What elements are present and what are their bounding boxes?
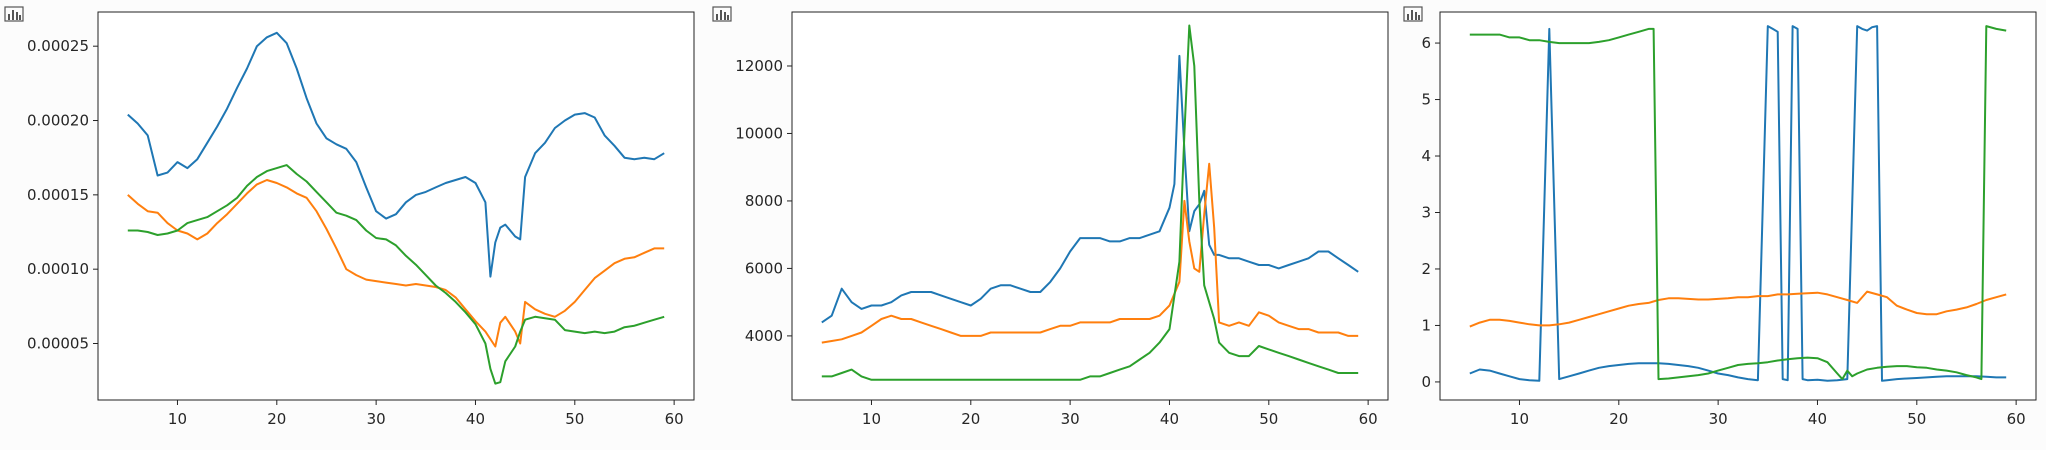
x-tick-label: 50 [1259,410,1278,428]
y-tick-label: 0.00015 [27,186,89,204]
y-tick-label: 8000 [745,192,783,210]
y-tick-label: 4 [1421,147,1431,165]
x-tick-label: 30 [1709,410,1728,428]
x-tick-label: 10 [1510,410,1529,428]
x-tick-label: 20 [1609,410,1628,428]
series-line-1 [821,54,1359,324]
x-tick-label: 50 [565,410,584,428]
y-tick-label: 5 [1421,91,1431,109]
x-tick-label: 10 [862,410,881,428]
plot-area [97,11,695,401]
y-tick-label: 12000 [735,57,783,75]
bar-chart-icon[interactable] [4,6,24,22]
series-line-1 [127,31,665,278]
series-line-1 [1469,25,2007,382]
x-tick-label: 20 [961,410,980,428]
y-tick-label: 6000 [745,259,783,277]
x-tick-label: 60 [1359,410,1378,428]
x-tick-label: 20 [267,410,286,428]
y-tick-label: 0.00025 [27,37,89,55]
x-tick-label: 30 [1061,410,1080,428]
bar-chart-icon[interactable] [1403,6,1423,22]
y-tick-label: 2 [1421,260,1431,278]
y-tick-label: 6 [1421,34,1431,52]
y-tick-label: 1 [1421,316,1431,334]
y-tick-label: 3 [1421,203,1431,221]
series-line-3 [127,164,665,385]
chart-panel-1: 10 20 30 40 50 60 0.00005 0.00010 0.00015 0.00020… [27,11,695,428]
x-tick-label: 50 [1907,410,1926,428]
bar-chart-icon[interactable] [712,6,732,22]
x-tick-label: 40 [466,410,485,428]
x-tick-label: 30 [367,410,386,428]
x-tick-label: 60 [665,410,684,428]
series-line-2 [127,179,665,348]
y-tick-label: 0.00020 [27,112,89,130]
plot-area [791,11,1389,401]
y-tick-label: 10000 [735,124,783,142]
series-line-2 [1469,290,2007,328]
y-tick-label: 0.00005 [27,335,89,353]
plot-area [1439,11,2037,401]
series-line-3 [1469,25,2007,381]
x-tick-label: 40 [1808,410,1827,428]
series-line-2 [821,162,1359,344]
x-tick-label: 10 [168,410,187,428]
x-tick-label: 40 [1160,410,1179,428]
x-tick-label: 60 [2007,410,2026,428]
y-tick-label: 0 [1421,373,1431,391]
y-tick-label: 0.00010 [27,260,89,278]
chart-panel-2: 10 20 30 40 50 60 4000 6000 8000 10000 12000 [735,11,1389,428]
y-tick-label: 4000 [745,327,783,345]
series-line-3 [821,24,1359,381]
chart-panel-3: 10 20 30 40 50 60 0 1 2 3 4 5 6 [1421,11,2037,428]
